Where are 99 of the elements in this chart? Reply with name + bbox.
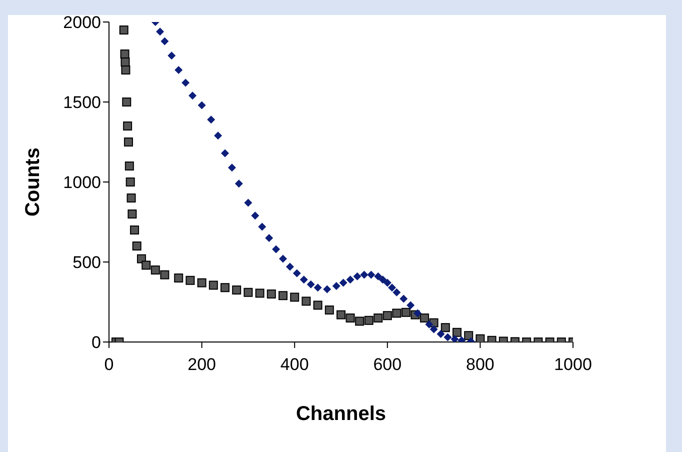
point (251, 212, 260, 220)
point (244, 198, 252, 207)
point (306, 280, 315, 288)
point (392, 308, 402, 318)
x-tick-label: 1000 (554, 355, 592, 374)
point (126, 194, 136, 202)
point (279, 254, 287, 263)
point (388, 284, 396, 292)
x-tick-label: 400 (280, 355, 309, 374)
point (392, 288, 401, 296)
point (130, 226, 140, 234)
point (156, 28, 164, 36)
point (150, 266, 160, 274)
point (323, 285, 332, 294)
point (346, 276, 354, 284)
point (367, 270, 376, 279)
point (452, 328, 462, 337)
y-tick-label: 500 (72, 253, 101, 272)
point (119, 26, 128, 34)
point (120, 50, 130, 58)
y-tick-label: 0 (92, 333, 101, 352)
point (272, 245, 280, 254)
point (221, 149, 229, 158)
x-tick-label: 0 (104, 355, 114, 374)
point (324, 306, 334, 314)
point (430, 325, 438, 334)
point (290, 292, 300, 302)
point (123, 122, 132, 130)
point (121, 66, 130, 74)
point (292, 269, 301, 278)
point (258, 222, 266, 231)
point (126, 178, 135, 186)
point (244, 288, 253, 297)
point (255, 288, 264, 298)
point (160, 270, 170, 280)
point (382, 311, 392, 320)
point (265, 234, 274, 242)
point (197, 278, 206, 288)
point (364, 316, 374, 325)
point (464, 331, 474, 340)
point (208, 280, 218, 290)
point (436, 330, 445, 338)
point (132, 242, 142, 250)
point (198, 101, 206, 110)
point (160, 37, 169, 46)
point (414, 309, 422, 318)
point (174, 66, 183, 74)
point (120, 58, 130, 66)
point (314, 284, 322, 292)
point (401, 308, 410, 317)
point (232, 286, 242, 294)
point (444, 333, 452, 342)
point (346, 314, 355, 322)
y-axis-title: Counts (22, 148, 44, 216)
point (128, 210, 137, 218)
point (332, 282, 340, 290)
point (313, 300, 322, 310)
point (124, 138, 133, 146)
point (336, 310, 346, 320)
point (174, 274, 184, 282)
point (450, 335, 459, 342)
point (378, 276, 387, 284)
x-tick-label: 600 (373, 355, 402, 374)
point (214, 132, 222, 140)
x-tick-label: 800 (466, 355, 494, 374)
point (440, 323, 450, 332)
point (186, 276, 195, 285)
point (339, 278, 348, 287)
point (234, 180, 243, 188)
point (374, 272, 382, 280)
point (360, 270, 368, 279)
point (406, 301, 415, 310)
point (374, 314, 383, 322)
x-axis-title: Channels (296, 403, 386, 425)
point (286, 262, 294, 271)
point (124, 162, 134, 170)
y-tick-label: 2000 (63, 13, 101, 32)
point (353, 272, 362, 280)
y-tick-label: 1500 (63, 93, 101, 112)
y-tick-label: 1000 (63, 173, 101, 192)
point (188, 92, 197, 100)
point (420, 314, 430, 322)
point (122, 98, 132, 106)
x-tick-label: 200 (188, 355, 216, 374)
point (266, 290, 276, 298)
point (302, 296, 311, 306)
point (182, 78, 190, 87)
point (400, 294, 408, 303)
point (425, 320, 434, 328)
point (383, 278, 392, 287)
point (142, 260, 151, 270)
point (355, 316, 364, 326)
point (476, 334, 485, 342)
point (168, 52, 176, 60)
point (278, 291, 288, 300)
point (300, 276, 308, 284)
point (228, 164, 236, 172)
point (207, 116, 216, 124)
point (220, 283, 230, 292)
